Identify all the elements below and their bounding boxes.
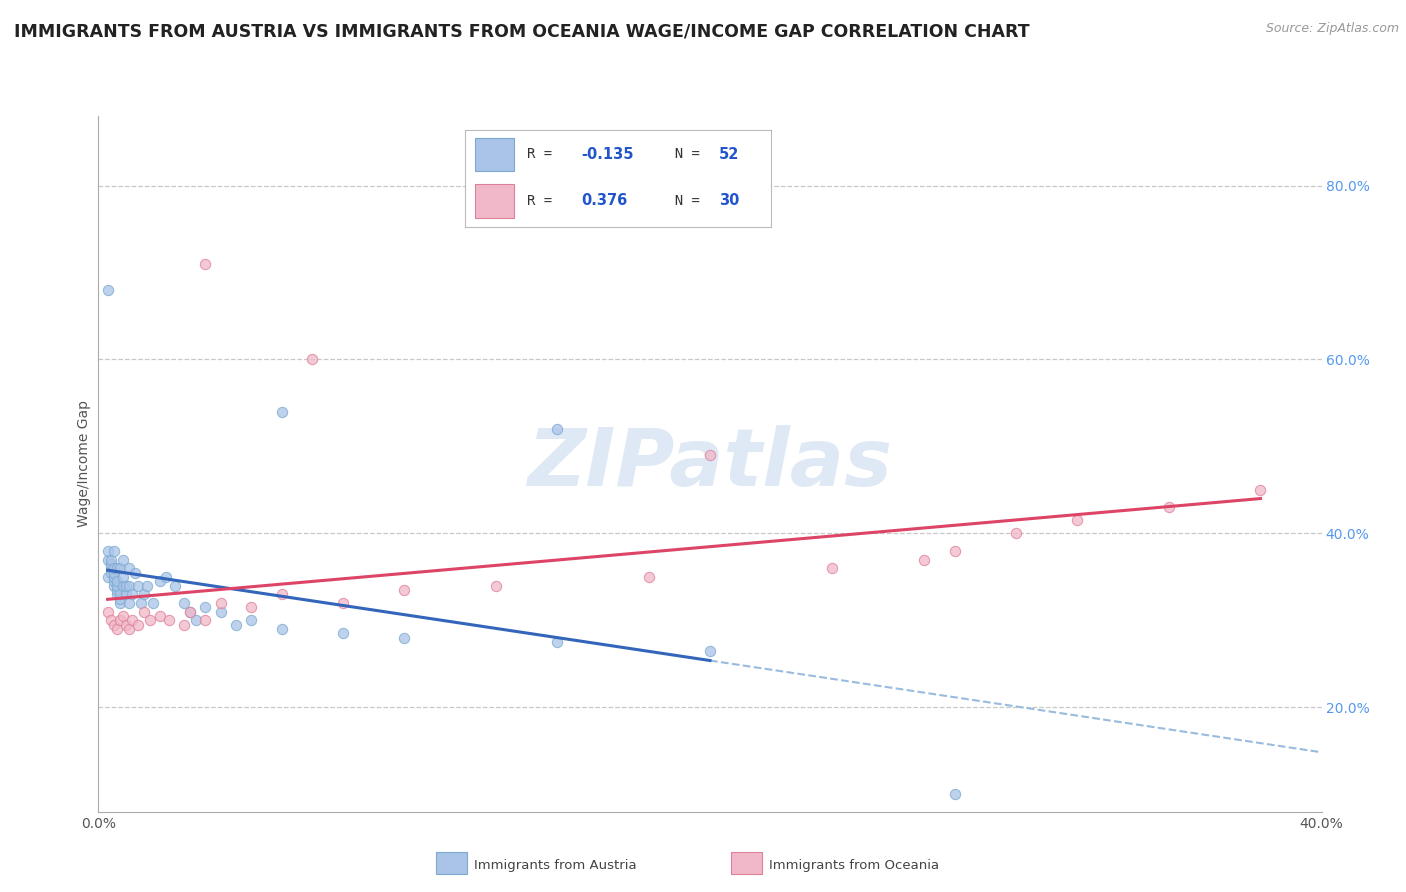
Point — [134, 587, 156, 601]
Point — [111, 578, 134, 592]
Point — [105, 561, 128, 575]
Point — [149, 609, 172, 624]
Point — [108, 596, 131, 610]
Point — [301, 352, 323, 367]
Point — [163, 578, 186, 592]
Point — [118, 622, 141, 636]
Point — [103, 570, 125, 584]
Point — [100, 566, 122, 580]
Point — [108, 614, 131, 628]
Point — [392, 582, 416, 597]
Point — [186, 614, 208, 628]
Point — [173, 596, 195, 610]
Point — [1249, 483, 1271, 497]
Point — [637, 570, 661, 584]
Point — [194, 600, 217, 615]
Point — [100, 552, 122, 566]
Point — [108, 591, 131, 606]
Point — [1004, 526, 1026, 541]
Point — [97, 283, 120, 297]
Point — [392, 631, 416, 645]
Point — [105, 587, 128, 601]
Point — [111, 570, 134, 584]
Point — [225, 617, 247, 632]
Point — [134, 605, 156, 619]
Point — [699, 448, 721, 462]
Point — [546, 635, 568, 649]
Text: Immigrants from Austria: Immigrants from Austria — [474, 859, 637, 871]
Point — [118, 578, 141, 592]
Point — [157, 614, 180, 628]
Point — [103, 617, 125, 632]
Point — [105, 574, 128, 589]
Point — [118, 561, 141, 575]
Point — [97, 570, 120, 584]
Point — [115, 617, 138, 632]
Point — [240, 614, 263, 628]
Point — [103, 566, 125, 580]
Point — [173, 617, 195, 632]
Point — [194, 614, 217, 628]
Point — [100, 561, 122, 575]
Point — [332, 626, 354, 640]
Point — [149, 574, 172, 589]
Point — [127, 617, 149, 632]
Point — [103, 561, 125, 575]
Point — [97, 543, 120, 558]
Point — [943, 788, 966, 801]
Point — [105, 582, 128, 597]
Point — [179, 605, 201, 619]
Point — [100, 557, 122, 571]
Point — [699, 644, 721, 658]
Text: IMMIGRANTS FROM AUSTRIA VS IMMIGRANTS FROM OCEANIA WAGE/INCOME GAP CORRELATION C: IMMIGRANTS FROM AUSTRIA VS IMMIGRANTS FR… — [14, 22, 1029, 40]
Text: Source: ZipAtlas.com: Source: ZipAtlas.com — [1265, 22, 1399, 36]
Point — [105, 622, 128, 636]
Point — [139, 614, 162, 628]
Point — [209, 605, 232, 619]
Point — [111, 552, 134, 566]
Point — [118, 596, 141, 610]
Point — [129, 596, 152, 610]
Point — [108, 561, 131, 575]
Point — [943, 543, 966, 558]
Point — [194, 257, 217, 271]
Point — [270, 622, 292, 636]
Point — [332, 596, 354, 610]
Point — [108, 587, 131, 601]
Point — [912, 552, 935, 566]
Point — [270, 404, 292, 418]
Point — [115, 587, 138, 601]
Point — [127, 578, 149, 592]
Text: Immigrants from Oceania: Immigrants from Oceania — [769, 859, 939, 871]
Point — [546, 422, 568, 436]
Point — [121, 614, 143, 628]
Point — [136, 578, 159, 592]
Point — [1157, 500, 1180, 515]
Point — [1066, 513, 1088, 527]
Text: ZIPatlas: ZIPatlas — [527, 425, 893, 503]
Point — [270, 587, 292, 601]
Point — [485, 578, 508, 592]
Point — [240, 600, 263, 615]
Point — [103, 574, 125, 589]
Point — [100, 614, 122, 628]
Point — [97, 552, 120, 566]
Point — [111, 609, 134, 624]
Point — [121, 587, 143, 601]
Point — [115, 578, 138, 592]
Point — [155, 570, 177, 584]
Point — [103, 578, 125, 592]
Point — [124, 566, 146, 580]
Point — [821, 561, 844, 575]
Point — [209, 596, 232, 610]
Point — [179, 605, 201, 619]
Point — [105, 578, 128, 592]
Point — [103, 543, 125, 558]
Point — [97, 605, 120, 619]
Point — [142, 596, 165, 610]
Y-axis label: Wage/Income Gap: Wage/Income Gap — [77, 401, 91, 527]
